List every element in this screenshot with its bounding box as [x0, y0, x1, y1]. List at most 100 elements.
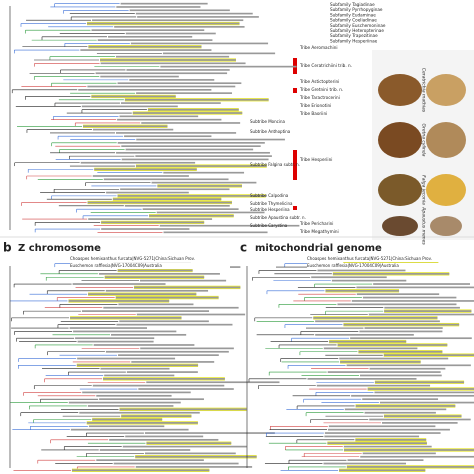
leaf-label — [70, 428, 189, 431]
leaf-label — [77, 357, 176, 360]
leaf-label — [92, 418, 163, 421]
subtribe-label: Subtribe Carystina — [250, 223, 288, 228]
panel-letter: b — [3, 241, 12, 255]
specimen-name: Falga jeconia — [421, 175, 427, 205]
leaf-label — [356, 293, 440, 296]
tribe-label: Tribe Taractrocerini — [299, 95, 340, 100]
leaf-label — [163, 171, 245, 174]
leaf-label — [116, 151, 270, 154]
leaf-label — [118, 303, 194, 306]
butterfly-photo — [382, 216, 418, 236]
leaf-label — [101, 221, 205, 224]
subfamily-label: Subfamily Eudaminae — [330, 12, 376, 17]
tribe-label: Tribe Astictopterini — [299, 79, 339, 84]
leaf-label — [115, 55, 230, 58]
leaf-label — [83, 125, 168, 128]
leaf-label — [100, 62, 246, 65]
leaf-label — [373, 283, 470, 285]
leaf-label — [135, 466, 253, 468]
leaf-label — [78, 89, 212, 91]
leaf-label — [135, 455, 257, 458]
leaf-label — [332, 273, 450, 275]
leaf-label — [97, 39, 213, 41]
leaf-label — [104, 276, 205, 279]
leaf-label — [120, 188, 230, 191]
leaf-label — [383, 415, 462, 417]
leaf-label — [351, 300, 474, 302]
leaf-label — [379, 401, 474, 404]
specimen-name: Gretna cylinda — [421, 123, 427, 156]
leaf-label — [124, 135, 212, 138]
leaf-label — [384, 310, 472, 312]
leaf-label — [328, 428, 450, 431]
panel-title: Z chromosome — [18, 243, 101, 254]
leaf-label — [87, 85, 236, 88]
leaf-label — [125, 148, 254, 151]
leaf-label — [132, 112, 243, 114]
leaf-label — [126, 371, 198, 373]
tribe-label: Tribe Hesperiini — [299, 157, 332, 162]
leaf-label — [364, 327, 443, 329]
leaf-label — [108, 35, 193, 38]
leaf-label — [130, 42, 269, 45]
leaf-label — [325, 289, 400, 292]
leaf-label — [329, 340, 407, 343]
leaf-label — [337, 344, 448, 346]
leaf-label — [81, 310, 210, 312]
leaf-label — [135, 155, 272, 157]
leaf-label — [116, 6, 201, 8]
leaf-label — [157, 185, 242, 187]
leaf-label — [109, 438, 219, 441]
leaf-label — [69, 327, 148, 329]
leaf-label — [77, 340, 154, 343]
leaf-label — [117, 118, 222, 121]
leaf-label — [88, 425, 165, 428]
subtribe-label: Subtribe Thymelicina — [250, 201, 293, 206]
leaf-label — [79, 411, 200, 414]
leaf-label — [71, 469, 210, 472]
leaf-label — [112, 198, 222, 201]
leaf-label — [92, 175, 189, 177]
leaf-label — [70, 317, 182, 319]
leaf-label — [323, 462, 406, 465]
leaf-label — [73, 330, 177, 333]
leaf-label — [362, 452, 436, 455]
subfamily-label: Subfamily Heteropterinae — [330, 28, 384, 33]
leaf-label — [359, 374, 442, 377]
leaf-label — [146, 442, 232, 445]
leaf-label — [355, 438, 427, 441]
leaf-label — [92, 384, 225, 387]
leaf-label — [115, 132, 237, 134]
subfamily-label: Subfamily Pyrrhopyginae — [330, 7, 383, 12]
leaf-label — [364, 411, 436, 414]
panel-title: mitochondrial genome — [255, 243, 382, 254]
leaf-label — [369, 418, 471, 421]
leaf-label — [163, 231, 268, 234]
leaf-label — [346, 364, 471, 367]
leaf-label — [131, 361, 215, 363]
butterfly-photo — [430, 216, 462, 236]
leaf-label — [106, 191, 189, 194]
leaf-label — [327, 442, 427, 445]
leaf-label — [125, 435, 204, 438]
leaf-label — [105, 289, 209, 292]
leaf-label — [92, 128, 174, 131]
leaf-bg — [307, 256, 467, 262]
leaf-label — [96, 459, 204, 461]
leaf-label — [331, 279, 407, 282]
leaf-label — [93, 344, 195, 346]
leaf-label — [111, 333, 187, 336]
subtribe-label: Subtribe Apaustina subtr. n. — [250, 215, 306, 220]
clade-bar — [293, 88, 297, 93]
leaf-label — [119, 115, 199, 118]
leaf-label — [160, 65, 297, 68]
leaf-label — [119, 320, 209, 323]
leaf-label — [144, 452, 236, 455]
leaf-label — [159, 224, 300, 227]
tribe-label: Tribe Ceratrichiini trib. n. — [299, 63, 352, 68]
butterfly-photo — [426, 122, 466, 158]
panel-letter: c — [240, 241, 247, 255]
leaf-label — [343, 449, 474, 451]
subtribe-label: Subtribe Falgina subtr. n. — [250, 162, 300, 167]
